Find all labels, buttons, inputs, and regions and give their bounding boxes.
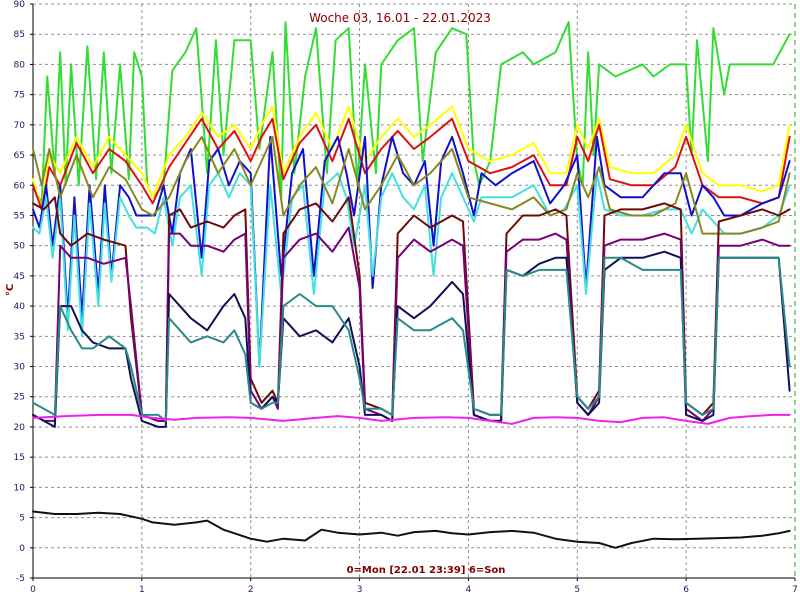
y-tick-label-2: 5 xyxy=(19,514,25,524)
series-line-9 xyxy=(32,256,791,422)
series-line-11 xyxy=(32,510,791,549)
series-group xyxy=(32,21,791,549)
y-tick-labels: -5 0 5 10 15 20 25 30 35 40 45 50 55 60 65 70 75 80 85 90 xyxy=(14,0,33,584)
series-line-4 xyxy=(32,172,791,368)
x-tick-label-6: 6 xyxy=(683,585,689,595)
x-tick-label-2: 2 xyxy=(248,585,254,595)
series-line-3 xyxy=(32,135,791,368)
y-tick-label-6: 25 xyxy=(14,393,25,403)
series-line-10 xyxy=(32,413,791,425)
y-tick-label-8: 35 xyxy=(14,332,25,342)
y-tick-label-12: 55 xyxy=(14,211,25,221)
plot-frame xyxy=(32,4,795,579)
x-tick-label-1: 1 xyxy=(139,585,145,595)
y-tick-label-13: 60 xyxy=(14,181,26,191)
y-tick-label-15: 70 xyxy=(14,121,26,131)
x-tick-label-0: 0 xyxy=(30,585,36,595)
x-tick-label-7: 7 xyxy=(792,585,798,595)
series-line-0 xyxy=(32,21,791,205)
y-tick-label-10: 45 xyxy=(14,272,25,282)
y-tick-label-7: 30 xyxy=(14,363,26,373)
y-tick-label-19: 90 xyxy=(14,0,26,10)
y-tick-label-4: 15 xyxy=(14,453,25,463)
series-line-8 xyxy=(32,250,791,428)
y-tick-label-5: 20 xyxy=(14,423,26,433)
x-tick-label-4: 4 xyxy=(466,585,472,595)
x-tick-label-5: 5 xyxy=(574,585,580,595)
y-tick-label-0: -5 xyxy=(16,574,25,584)
x-tick-labels: 0 1 2 3 4 5 6 7 xyxy=(30,578,798,595)
chart-title: Woche 03, 16.01 - 22.01.2023 xyxy=(309,11,491,25)
y-tick-label-9: 40 xyxy=(14,302,26,312)
y-axis-label: °C xyxy=(5,284,16,296)
y-tick-label-14: 65 xyxy=(14,151,25,161)
y-tick-label-11: 50 xyxy=(14,242,26,252)
chart-footer: 0=Mon [22.01 23:39] 6=Son xyxy=(347,565,506,576)
y-tick-label-3: 10 xyxy=(14,483,26,493)
y-tick-label-17: 80 xyxy=(14,60,26,70)
y-tick-label-1: 0 xyxy=(19,544,25,554)
y-tick-label-16: 75 xyxy=(14,91,25,101)
series-line-5 xyxy=(32,135,791,235)
x-tick-label-3: 3 xyxy=(357,585,363,595)
y-tick-label-18: 85 xyxy=(14,30,25,40)
series-line-1 xyxy=(32,105,791,211)
